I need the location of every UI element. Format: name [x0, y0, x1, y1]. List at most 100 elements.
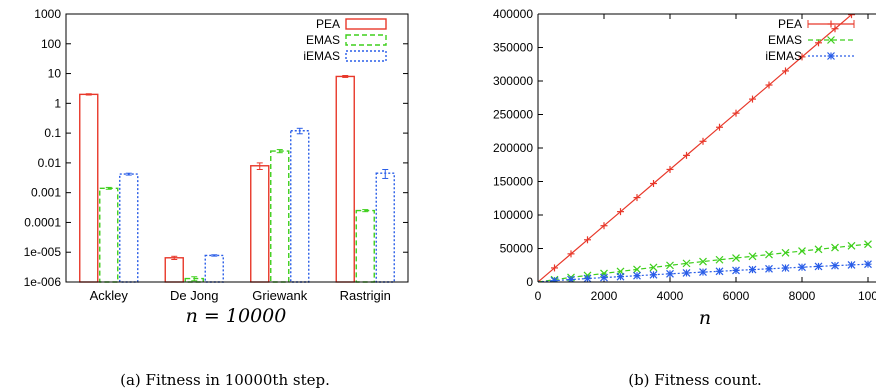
point-marker — [666, 261, 674, 270]
y-tick-label: 400000 — [493, 7, 533, 21]
y-tick-label: 50000 — [500, 242, 534, 256]
point-marker — [682, 259, 691, 268]
point-marker — [633, 265, 641, 274]
x-tick-label: De Jong — [170, 288, 218, 303]
bar-iemas — [119, 173, 139, 283]
x-tick-label: Rastrigin — [340, 288, 391, 303]
x-axis-label: n = 10000 — [186, 305, 287, 327]
bar-iemas — [375, 172, 395, 283]
legend: PEA EMAS iEMAS — [765, 17, 855, 63]
point-marker — [748, 265, 757, 274]
point-marker — [699, 257, 707, 266]
x-tick-label: 0 — [535, 289, 542, 303]
chart-b: 0 50000 100000 150000 200000 250000 300000 3500… — [493, 7, 876, 389]
point-marker — [552, 276, 559, 282]
bars — [79, 75, 395, 283]
x-axis-label: n — [699, 307, 711, 329]
legend-swatch — [345, 18, 387, 30]
point-marker — [781, 264, 790, 272]
y-tick-label: 1e-005 — [24, 245, 62, 259]
point-marker — [765, 264, 773, 273]
y-tick-label: 0.0001 — [24, 215, 61, 229]
point-marker — [732, 266, 740, 275]
bar-iemas — [290, 130, 310, 283]
bar-pea — [335, 75, 355, 283]
point-marker — [732, 254, 740, 262]
bar-pea — [79, 93, 99, 283]
legend-swatch — [345, 34, 387, 46]
legend-label: EMAS — [768, 33, 802, 47]
y-axis-ticks: 1e-006 1e-005 0.0001 0.001 0.01 0.1 1 10 100 1000 — [24, 7, 408, 289]
chart-a: 1e-006 1e-005 0.0001 0.001 0.01 0.1 1 10 100 1000… — [24, 7, 409, 389]
point-marker — [827, 36, 835, 44]
point-marker — [616, 272, 625, 281]
y-tick-label: 1000 — [34, 7, 61, 21]
point-marker — [699, 268, 707, 277]
series-iemas — [538, 260, 872, 282]
point-marker — [715, 255, 724, 264]
point-marker — [864, 260, 872, 269]
y-tick-label: 0.001 — [31, 186, 61, 200]
legend-label: PEA — [778, 17, 802, 31]
point-marker — [765, 250, 773, 259]
point-marker — [827, 52, 835, 60]
series-line — [538, 243, 869, 282]
x-tick-label: Griewank — [252, 288, 307, 303]
y-tick-label: 150000 — [493, 175, 533, 189]
series-pea — [538, 14, 855, 282]
y-tick-label: 0.01 — [38, 156, 62, 170]
caption-a: (a) Fitness in 10000th step. — [120, 371, 330, 389]
legend-label: EMAS — [306, 33, 340, 47]
x-tick-label: 6000 — [723, 289, 750, 303]
point-marker — [847, 241, 856, 250]
x-axis-ticks: 0 2000 4000 6000 8000 100 — [535, 14, 876, 303]
caption-b: (b) Fitness count. — [628, 371, 762, 389]
point-marker — [814, 245, 823, 254]
x-tick-label: 100 — [858, 289, 876, 303]
point-marker — [798, 247, 806, 255]
point-marker — [600, 273, 608, 282]
point-marker — [633, 271, 641, 280]
y-tick-label: 350000 — [493, 41, 533, 55]
y-tick-label: 0.1 — [44, 126, 61, 140]
point-marker — [748, 252, 757, 261]
legend-label: PEA — [316, 17, 340, 31]
point-marker — [715, 267, 724, 276]
bar-pea — [164, 257, 184, 283]
y-tick-label: 100 — [41, 37, 61, 51]
y-tick-label: 100000 — [493, 208, 533, 222]
point-marker — [666, 269, 674, 278]
y-tick-label: 10 — [48, 67, 62, 81]
bar-emas — [270, 150, 290, 283]
point-marker — [649, 263, 658, 272]
point-marker — [781, 248, 790, 257]
plot-frame — [65, 13, 409, 283]
point-marker — [814, 262, 823, 271]
y-tick-label: 0 — [526, 275, 533, 289]
point-marker — [682, 269, 691, 277]
point-marker — [847, 260, 856, 269]
x-axis-categories: Ackley De Jong Griewank Rastrigin — [90, 288, 391, 303]
series-lines — [538, 14, 872, 282]
point-marker — [864, 240, 872, 249]
x-tick-label: 4000 — [657, 289, 684, 303]
point-marker — [583, 274, 592, 282]
legend-label: iEMAS — [765, 49, 802, 63]
y-tick-label: 250000 — [493, 108, 533, 122]
bar-pea — [250, 165, 270, 283]
point-marker — [798, 263, 806, 272]
y-axis-ticks: 0 50000 100000 150000 200000 250000 300000 3500… — [493, 7, 543, 289]
point-marker — [831, 243, 839, 252]
bar-emas — [99, 187, 119, 283]
legend-swatch — [345, 50, 387, 62]
point-marker — [649, 270, 658, 279]
y-tick-label: 1e-006 — [24, 275, 62, 289]
y-tick-label: 300000 — [493, 74, 533, 88]
y-tick-label: 1 — [54, 96, 61, 110]
legend: PEA EMAS iEMAS — [303, 17, 387, 63]
x-tick-label: Ackley — [90, 288, 129, 303]
y-tick-label: 200000 — [493, 141, 533, 155]
point-marker — [831, 261, 839, 270]
legend-label: iEMAS — [303, 49, 340, 63]
